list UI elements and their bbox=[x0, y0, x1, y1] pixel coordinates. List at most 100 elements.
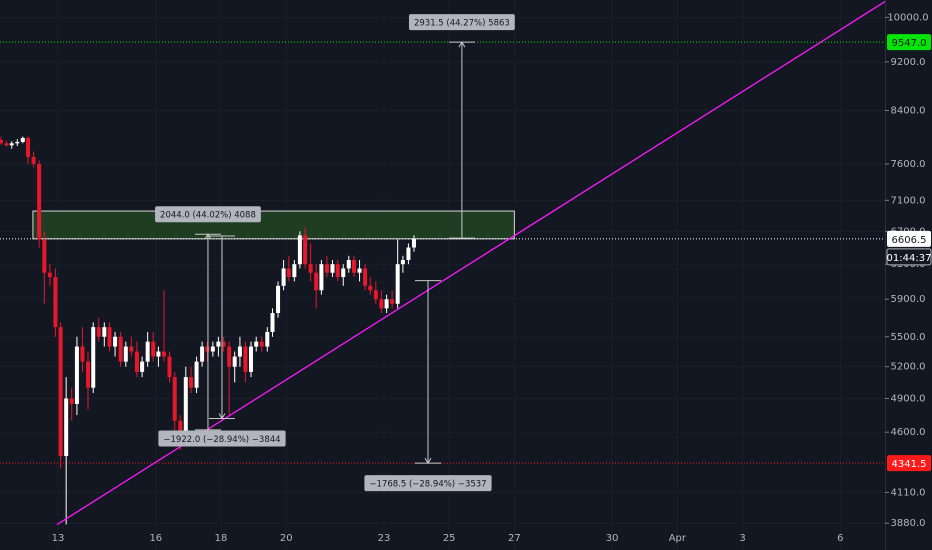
candle-body bbox=[379, 299, 384, 309]
y-tick-label: 9200.0 bbox=[891, 57, 926, 68]
candle-body bbox=[352, 259, 356, 273]
candle-body bbox=[113, 336, 118, 347]
measure-label-box bbox=[158, 430, 286, 447]
y-tick-label: 4110.0 bbox=[891, 487, 926, 498]
candle-body bbox=[58, 327, 63, 456]
candle-body bbox=[363, 268, 368, 286]
measure-label: 2044.0 (44.02%) 4088 bbox=[155, 206, 261, 223]
candle-body bbox=[232, 356, 237, 367]
x-tick-label: 27 bbox=[508, 533, 521, 544]
y-tick-label: 7600.0 bbox=[891, 159, 926, 170]
candle-body bbox=[123, 346, 128, 362]
zone bbox=[32, 210, 515, 240]
candle-body bbox=[118, 336, 123, 362]
last-price-badge: 6606.5 bbox=[892, 235, 927, 246]
candle-body bbox=[183, 377, 188, 439]
candle-body bbox=[0, 139, 3, 144]
candle-body bbox=[156, 351, 161, 357]
measure-label-text: 2931.5 (44.27%) 5863 bbox=[414, 19, 510, 29]
candle-body bbox=[314, 272, 319, 291]
candle-body bbox=[64, 398, 69, 456]
y-tick-label: 3880.0 bbox=[891, 518, 926, 529]
candle-body bbox=[373, 290, 378, 300]
measure-label-text: 2044.0 (44.02%) 4088 bbox=[160, 211, 256, 221]
x-tick-label: 23 bbox=[378, 533, 391, 544]
level-badge-box bbox=[887, 34, 931, 51]
candle-body bbox=[4, 143, 9, 146]
candle-body bbox=[346, 259, 351, 269]
measure-label-box bbox=[408, 14, 515, 31]
countdown-box bbox=[886, 248, 932, 266]
x-tick-label: 13 bbox=[52, 533, 65, 544]
candle-body bbox=[69, 398, 74, 404]
candle-body bbox=[259, 341, 264, 347]
candle-body bbox=[42, 239, 47, 273]
y-tick-label: 7100.0 bbox=[891, 195, 926, 206]
level-badge: 4341.5 bbox=[892, 459, 927, 470]
candle-body bbox=[47, 272, 52, 278]
candle-body bbox=[134, 351, 139, 372]
candle-body bbox=[189, 377, 194, 388]
y-tick-label: 5500.0 bbox=[891, 332, 926, 343]
countdown: 01:44:37 bbox=[887, 253, 932, 264]
candle-body bbox=[292, 264, 297, 278]
y-tick-label: 8400.0 bbox=[891, 105, 926, 116]
candle-body bbox=[303, 235, 308, 265]
candle-body bbox=[167, 356, 172, 378]
measure-label: −1922.0 (−28.94%) −3844 bbox=[158, 430, 286, 447]
candle-body bbox=[210, 346, 215, 352]
candle-body bbox=[86, 361, 91, 388]
candle-body bbox=[411, 238, 416, 248]
x-tick-label: 25 bbox=[443, 533, 456, 544]
candle-body bbox=[357, 268, 362, 273]
candle-body bbox=[26, 137, 31, 157]
candle-body bbox=[406, 247, 411, 260]
candle-body bbox=[145, 341, 150, 362]
candle-body bbox=[341, 268, 346, 278]
candle-body bbox=[395, 264, 400, 304]
candle-body bbox=[216, 341, 221, 347]
candle-body bbox=[15, 141, 20, 144]
candle-body bbox=[194, 361, 199, 388]
measure-label: 2931.5 (44.27%) 5863 bbox=[408, 14, 515, 31]
candle-body bbox=[390, 299, 395, 304]
y-tick-label: 4600.0 bbox=[891, 427, 926, 438]
candle-body bbox=[102, 327, 107, 337]
x-tick-label: 6 bbox=[837, 533, 843, 544]
candle-body bbox=[80, 346, 85, 362]
candle-body bbox=[254, 341, 259, 347]
candle-body bbox=[96, 327, 101, 337]
candle-body bbox=[368, 285, 373, 291]
candle-body bbox=[324, 264, 329, 273]
candle-body bbox=[330, 264, 335, 273]
candle-body bbox=[281, 268, 286, 286]
x-tick-label: 16 bbox=[149, 533, 162, 544]
candle-body bbox=[243, 346, 248, 372]
candle-body bbox=[221, 341, 226, 347]
candle-body bbox=[37, 163, 42, 240]
candle-body bbox=[151, 341, 156, 357]
candle-body bbox=[276, 285, 281, 314]
measure-label-box bbox=[155, 206, 261, 223]
candle-body bbox=[31, 156, 36, 164]
x-tick-label: Apr bbox=[669, 533, 687, 544]
candle-body bbox=[286, 268, 291, 278]
candle-body bbox=[9, 143, 14, 146]
candle-body bbox=[53, 277, 58, 328]
x-tick-label: 30 bbox=[606, 533, 619, 544]
candle-body bbox=[227, 346, 232, 367]
candle-body bbox=[237, 346, 242, 357]
x-tick-label: 20 bbox=[280, 533, 293, 544]
candle-body bbox=[74, 346, 79, 404]
candle-body bbox=[91, 327, 96, 388]
candle-body bbox=[248, 346, 253, 372]
candle-body bbox=[297, 235, 302, 265]
candle-body bbox=[20, 137, 25, 142]
candle-body bbox=[129, 346, 134, 352]
y-tick-label: 4900.0 bbox=[891, 393, 926, 404]
candle-body bbox=[270, 313, 275, 332]
candle-body bbox=[178, 420, 183, 439]
candle-body bbox=[200, 346, 205, 362]
